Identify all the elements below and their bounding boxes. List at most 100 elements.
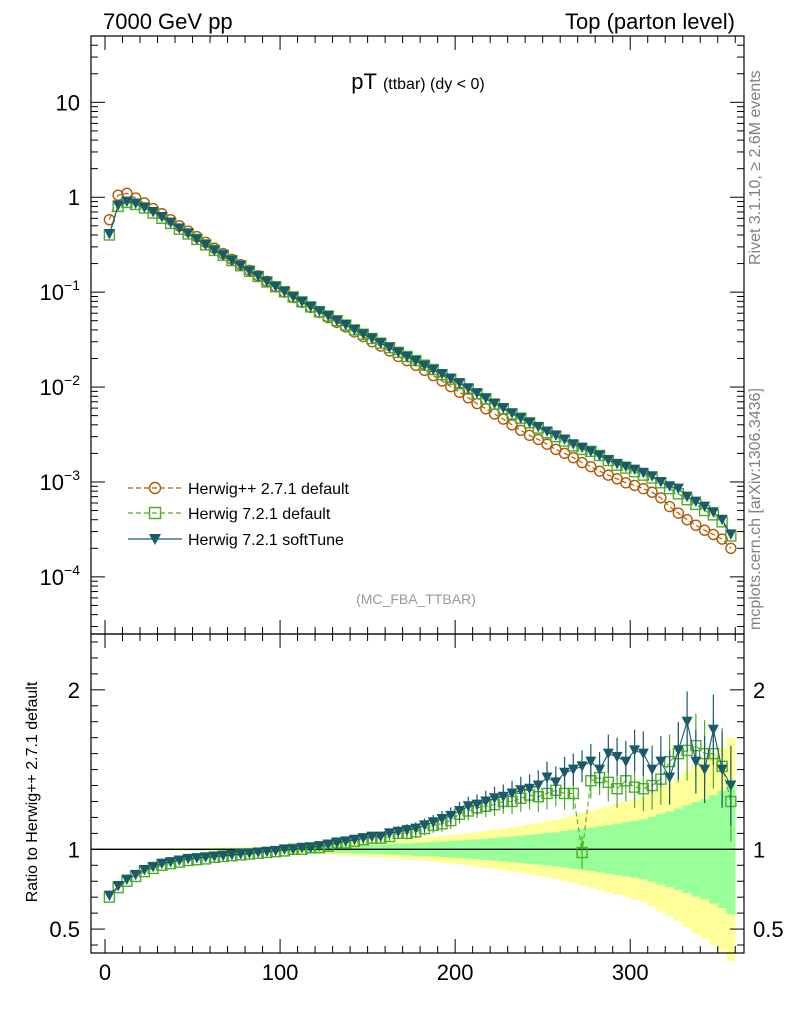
main-title-main: pT (351, 69, 377, 94)
data-point (716, 533, 728, 545)
ratio-point (576, 761, 588, 772)
legend-label-herwig7: Herwig 7.2.1 default (188, 506, 331, 523)
ratio-point (436, 814, 448, 825)
data-point (524, 417, 536, 429)
ratio-point (707, 724, 719, 736)
ratio-ytick-label: 1 (68, 837, 80, 862)
ratio-point (462, 801, 474, 812)
data-point (340, 320, 352, 331)
ratio-point (489, 793, 501, 804)
data-point (243, 266, 255, 277)
data-point (506, 408, 518, 419)
data-point (629, 464, 641, 476)
data-point (357, 329, 369, 340)
data-point (366, 333, 378, 344)
ratio-point (681, 716, 693, 728)
data-point (375, 338, 387, 349)
ratio-point (690, 756, 702, 768)
ratio-point (725, 780, 737, 792)
legend: Herwig++ 2.7.1 default Herwig 7.2.1 defa… (128, 481, 350, 549)
ratio-point (559, 767, 571, 779)
ratio-point (235, 849, 247, 860)
ratio-point (646, 764, 658, 776)
data-point (454, 378, 466, 389)
ratio-point (270, 845, 282, 857)
main-ytick-label: 10 (56, 90, 80, 115)
ratio-point (611, 783, 623, 795)
main-title: pT (ttbar) (dy < 0) (351, 69, 485, 94)
main-axes: 10 1 10−1 10−2 10−3 10−4 (40, 35, 744, 634)
ratio-point (322, 839, 334, 851)
data-point (576, 442, 588, 454)
ratio-point (611, 751, 623, 763)
ratio-point (173, 855, 185, 866)
ratio-point (532, 780, 544, 792)
ratio-point (524, 783, 536, 795)
data-point (419, 360, 431, 372)
ratio-point (637, 748, 649, 760)
ratio-series-group (103, 691, 737, 903)
data-point (646, 471, 658, 482)
ratio-point (348, 834, 360, 846)
ratio-point (226, 849, 238, 861)
ratio-point (375, 831, 387, 843)
data-point (707, 528, 720, 541)
main-ytick-label: 10−3 (40, 467, 81, 495)
ratio-point (191, 853, 203, 864)
ratio-point (576, 846, 588, 859)
data-point (252, 271, 264, 282)
data-point (235, 260, 247, 272)
data-point (313, 306, 325, 317)
ratio-ytick-label-right: 0.5 (753, 917, 784, 942)
ratio-point (699, 764, 711, 776)
ratio-point (716, 764, 728, 776)
ratio-point (208, 851, 220, 863)
ratio-point (471, 799, 483, 811)
ratio-point (366, 831, 378, 843)
data-point (655, 492, 667, 504)
data-point (191, 234, 203, 245)
ratio-point (357, 833, 369, 844)
data-point (716, 514, 728, 526)
data-point (427, 364, 439, 376)
legend-marker-herwig7 (148, 506, 162, 520)
ratio-point (620, 756, 632, 768)
data-point (672, 483, 684, 495)
data-point (471, 388, 483, 399)
data-point (182, 228, 194, 239)
main-ytick-label: 10−4 (40, 562, 81, 590)
data-point (261, 276, 273, 288)
data-point (287, 291, 299, 303)
data-point (559, 434, 571, 446)
ratio-point (567, 764, 579, 776)
data-point (541, 426, 553, 438)
data-point (690, 496, 702, 508)
ratio-point (156, 858, 168, 870)
data-point (681, 514, 693, 526)
data-point (594, 450, 606, 462)
data-point (305, 301, 317, 313)
ratio-point (147, 861, 159, 873)
data-point (699, 501, 711, 513)
data-point (462, 383, 474, 394)
main-title-sub: (ttbar) (dy < 0) (383, 76, 485, 93)
ratio-point (550, 777, 562, 788)
data-point (672, 507, 685, 519)
data-point (401, 351, 413, 363)
ratio-point (278, 844, 290, 855)
main-series-2 (103, 196, 737, 540)
data-point (278, 286, 290, 298)
data-point (532, 421, 544, 433)
data-point (655, 476, 667, 488)
data-point (585, 446, 597, 457)
data-point (121, 196, 133, 208)
data-point (112, 189, 124, 201)
data-point (410, 356, 422, 367)
data-point (322, 311, 334, 322)
ratio-point (392, 826, 404, 838)
ratio-point (138, 865, 150, 876)
main-ytick-label: 10−2 (40, 372, 81, 400)
data-point (392, 347, 404, 358)
main-ytick-label: 10−1 (40, 277, 81, 305)
